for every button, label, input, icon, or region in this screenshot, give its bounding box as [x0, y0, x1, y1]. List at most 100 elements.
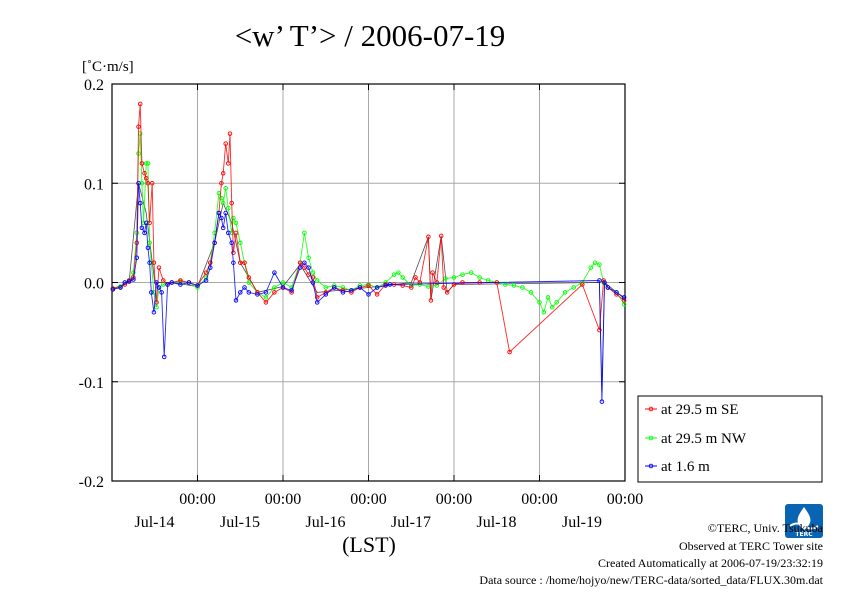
series-1-point-73	[541, 310, 547, 315]
x-tick-time-1: 00:00	[265, 491, 301, 508]
series-2-point-25	[208, 265, 213, 270]
series-2-point-43	[297, 265, 303, 270]
series-2-point-30	[223, 210, 228, 216]
y-tick-label-1: 0.1	[84, 176, 104, 193]
series-2-point-32	[229, 240, 234, 246]
series-0-point-17	[161, 278, 166, 283]
series-2-point-18	[161, 354, 167, 360]
y-tick-label-0: 0.2	[84, 77, 104, 94]
series-0-point-30	[226, 161, 231, 166]
series-1-point-44	[310, 270, 316, 275]
series-1-point-39	[280, 280, 286, 285]
series-0-point-67	[444, 290, 450, 295]
series-0-point-29	[223, 141, 228, 146]
series-1-point-11	[145, 161, 151, 166]
series-2-point-15	[154, 280, 159, 285]
series-2-point-6	[136, 180, 141, 186]
series-2-point-56	[387, 282, 393, 287]
legend-marker-2	[648, 463, 654, 469]
x-tick-time-4: 00:00	[521, 491, 557, 508]
series-2-point-0	[110, 287, 116, 292]
series-1-point-43	[306, 255, 311, 260]
series-1-point-46	[323, 285, 329, 290]
series-1-point-74	[545, 295, 551, 300]
series-1-point-69	[511, 283, 517, 288]
series-2-point-60	[605, 285, 611, 290]
series-2-point-37	[246, 290, 252, 295]
series-2-point-11	[145, 245, 151, 251]
series-0-point-59	[413, 275, 418, 280]
series-2-point-5	[134, 255, 140, 260]
series-0-point-69	[460, 280, 465, 285]
series-2-point-53	[366, 292, 371, 297]
series-0-point-32	[229, 200, 234, 206]
legend: at 29.5 m SE at 29.5 m NW at 1.6 m	[637, 395, 823, 483]
x-tick-date-2: Jul-16	[306, 514, 346, 531]
chart-title: <w’ T’> / 2006-07-19	[235, 18, 506, 53]
series-2-point-45	[306, 265, 311, 270]
series-2-point-3	[126, 279, 132, 284]
series-1-point-63	[460, 272, 465, 277]
series-1-point-81	[592, 260, 598, 265]
series-2-point-51	[349, 288, 354, 293]
series-2-point-24	[203, 278, 209, 283]
series-1-point-80	[588, 265, 594, 270]
series-0-point-35	[238, 260, 243, 265]
series-1-point-72	[537, 300, 542, 305]
series-2-point-48	[323, 292, 329, 297]
series-2-point-55	[383, 283, 388, 288]
series-0-point-7	[137, 101, 143, 107]
x-tick-time-3: 00:00	[436, 491, 472, 508]
series-2-point-21	[178, 282, 183, 287]
series-2-point-54	[374, 285, 380, 290]
y-ticks: 0.2 0.1 0.0 -0.1 -0.2	[79, 77, 625, 491]
series-0-point-28	[220, 171, 226, 176]
series-0-point-58	[409, 285, 414, 290]
series-0-point-36	[242, 260, 247, 265]
series-2-point-40	[272, 270, 277, 275]
series-1-point-82	[597, 262, 602, 267]
series-2-point-34	[233, 298, 239, 303]
series-0-point-10	[143, 176, 149, 181]
legend-box	[637, 395, 823, 483]
x-ticks: 00:00Jul-1400:00Jul-1500:00Jul-1600:00Ju…	[135, 84, 643, 531]
x-tick-date-3: Jul-17	[391, 514, 431, 531]
series-2-point-14	[151, 310, 157, 315]
series-1-point-54	[391, 272, 397, 277]
series-0-point-11	[145, 180, 151, 186]
series-0-point-34	[233, 230, 239, 236]
series-1-point-37	[263, 295, 269, 300]
y-tick-label-4: -0.2	[79, 474, 104, 491]
series-layer	[110, 101, 627, 404]
series-line-0	[112, 103, 625, 353]
series-2-point-8	[139, 225, 145, 231]
series-1-point-77	[562, 290, 568, 295]
series-2-point-10	[143, 220, 149, 226]
series-2-point-29	[220, 225, 226, 231]
series-1-point-10	[143, 161, 149, 166]
series-1-point-71	[528, 290, 534, 295]
series-0-point-65	[438, 233, 444, 239]
series-line-2	[112, 183, 625, 402]
terc-logo-icon: TERC	[785, 504, 823, 538]
series-2-point-61	[614, 290, 619, 295]
series-2-point-42	[289, 288, 294, 293]
series-2-point-41	[280, 285, 286, 290]
series-0-point-24	[208, 260, 213, 265]
series-1-point-33	[238, 240, 243, 246]
series-2-point-2	[122, 280, 128, 285]
series-0-point-68	[451, 282, 457, 287]
series-0-point-73	[580, 282, 585, 287]
x-tick-time-2: 00:00	[350, 491, 386, 508]
series-2-point-52	[357, 285, 363, 290]
series-1-point-45	[314, 278, 320, 283]
series-2-point-33	[231, 260, 236, 265]
series-1-point-70	[520, 285, 525, 290]
series-1-point-62	[451, 275, 457, 280]
series-0-point-6	[136, 124, 141, 129]
x-tick-date-4: Jul-18	[477, 514, 517, 531]
series-2-point-35	[238, 290, 243, 295]
series-0-point-47	[314, 295, 320, 300]
legend-marker-1	[648, 435, 654, 441]
series-1-point-29	[226, 205, 231, 211]
